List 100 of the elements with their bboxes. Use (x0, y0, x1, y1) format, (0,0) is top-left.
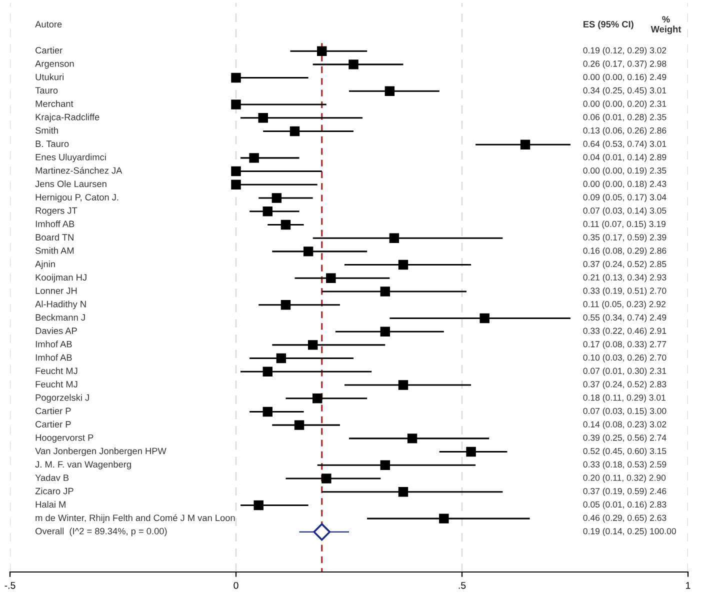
x-tick-label: 1 (686, 582, 690, 589)
y-tick-label: Davies AP (36, 327, 77, 334)
annotation: 0.19 (0.12, 0.29) 3.02 (583, 47, 666, 56)
annotation: 0.04 (0.01, 0.14) 2.89 (583, 154, 666, 162)
y-tick-label: Imhof AB (36, 354, 72, 361)
point (231, 180, 241, 190)
y-tick-label: Overall (I^2 = 89.34%, p = 0.00) (36, 528, 167, 536)
y-axis-title: Autore (35, 21, 62, 28)
point (258, 113, 268, 123)
y-tick-label: m de Winter, Rhijn Felth and Comé J M van Loon (36, 514, 235, 523)
y-tick-label: Smith AM (36, 247, 74, 254)
point (480, 313, 490, 324)
y-tick-label: Smith (36, 126, 58, 134)
y-tick-label: Al-Hadithy N (35, 300, 86, 310)
point (398, 487, 408, 497)
y-tick-label: Imhof AB (36, 340, 72, 348)
annotation: 0.00 (0.00, 0.20) 2.31 (583, 100, 666, 109)
y-tick-label: Hernigou P, Caton J. (36, 194, 118, 202)
point (262, 406, 272, 417)
y-tick-label: Yadav B (35, 474, 69, 481)
annotation: 0.33 (0.19, 0.51) 2.70 (583, 287, 666, 296)
y-tick-label: Lonner JH (36, 288, 77, 294)
annotation: 0.37 (0.24, 0.52) 2.85 (583, 260, 666, 269)
point (322, 474, 332, 484)
annotation: 0.20 (0.11, 0.32) 2.90 (583, 474, 666, 483)
annotation: 0.00 (0.00, 0.16) 2.49 (583, 74, 666, 82)
annotation: 0.18 (0.11, 0.29) 3.01 (583, 394, 666, 402)
point (303, 246, 314, 256)
y-tick-label: Imhoff AB (36, 220, 74, 228)
x-tick-label: 0 (234, 582, 238, 589)
point (313, 523, 331, 541)
annotation: 0.37 (0.24, 0.52) 2.83 (583, 380, 666, 390)
point (312, 394, 322, 404)
point (231, 100, 241, 110)
point (407, 434, 418, 444)
y-tick-label: Tauro (35, 87, 58, 94)
annotation: 0.13 (0.06, 0.26) 2.86 (583, 127, 666, 136)
annotation: 0.00 (0.00, 0.19) 2.35 (583, 167, 666, 176)
y-tick-label: J. M. F. van Wagenberg (35, 460, 131, 470)
annotation: 0.16 (0.08, 0.29) 2.86 (583, 247, 666, 256)
annotation: 0.55 (0.34, 0.74) 2.49 (583, 314, 666, 322)
point (231, 166, 241, 176)
point (280, 220, 291, 230)
annotation: 0.34 (0.25, 0.45) 3.01 (583, 87, 666, 96)
annotation: 0.07 (0.03, 0.15) 3.00 (583, 408, 666, 416)
y-tick-label: Beckmann J (36, 314, 85, 321)
y-tick-label: Cartier (36, 46, 62, 54)
annotation: 0.33 (0.18, 0.53) 2.59 (583, 461, 666, 470)
point (317, 46, 327, 56)
y-tick-label: Feucht MJ (36, 367, 78, 374)
point (398, 380, 408, 390)
point (290, 126, 300, 136)
y-tick-label: Zicaro JP (35, 488, 74, 494)
y-tick-label: Kooijman HJ (36, 274, 86, 282)
annotation: 0.21 (0.13, 0.34) 2.93 (583, 274, 666, 282)
point (308, 340, 318, 350)
point (262, 206, 272, 216)
point (326, 273, 336, 284)
y-tick-label: Utukuri (36, 74, 64, 80)
point (294, 420, 304, 430)
point (262, 366, 272, 377)
point (384, 86, 395, 96)
point (466, 446, 476, 457)
annotation: 0.52 (0.45, 0.60) 3.15 (583, 448, 666, 456)
point (380, 286, 390, 296)
annotation: 0.19 (0.14, 0.25) 100.00 (583, 528, 676, 536)
x-tick-label: .5 (458, 582, 466, 589)
point (380, 460, 390, 470)
annotation: 0.26 (0.17, 0.37) 2.98 (583, 60, 666, 69)
annotation: 0.09 (0.05, 0.17) 3.04 (583, 194, 666, 202)
y-tick-label: Van Jonbergen Jonbergen HPW (35, 448, 166, 456)
y-tick-label: Pogorzelski J (36, 394, 89, 403)
annotation: 0.11 (0.07, 0.15) 3.19 (583, 220, 666, 229)
y-tick-label: Jens Ole Laursen (35, 180, 106, 188)
text: ES (95% CI) (584, 20, 634, 30)
annotation: 0.06 (0.01, 0.28) 2.35 (583, 114, 666, 122)
y-tick-label: Argenson (35, 60, 74, 69)
point (280, 300, 291, 310)
y-tick-label: Ajnin (35, 260, 55, 270)
annotation: 0.37 (0.19, 0.59) 2.46 (583, 488, 666, 496)
annotation: 0.33 (0.22, 0.46) 2.91 (583, 328, 666, 336)
y-tick-label: Merchant (36, 100, 74, 107)
annotation: 0.07 (0.01, 0.30) 2.31 (583, 368, 666, 376)
y-tick-label: Krajca-Radcliffe (36, 114, 100, 122)
point (249, 153, 259, 163)
point (389, 233, 400, 243)
point (254, 500, 264, 510)
y-tick-label: Cartier P (36, 420, 71, 428)
annotation: 0.07 (0.03, 0.14) 3.05 (583, 207, 666, 216)
y-tick-label: Martinez-Sánchez JA (36, 166, 122, 174)
point (439, 514, 449, 524)
y-tick-label: Hoogervorst P (36, 434, 94, 443)
x-tick-label: -.5 (4, 582, 16, 589)
annotation: 0.05 (0.01, 0.16) 2.83 (583, 501, 666, 510)
point (231, 72, 241, 83)
annotation: 0.17 (0.08, 0.33) 2.77 (583, 340, 666, 350)
point (272, 193, 282, 203)
y-tick-label: B. Tauro (36, 140, 69, 148)
text: % Weight (650, 16, 682, 34)
y-tick-label: Rogers JT (36, 207, 78, 216)
